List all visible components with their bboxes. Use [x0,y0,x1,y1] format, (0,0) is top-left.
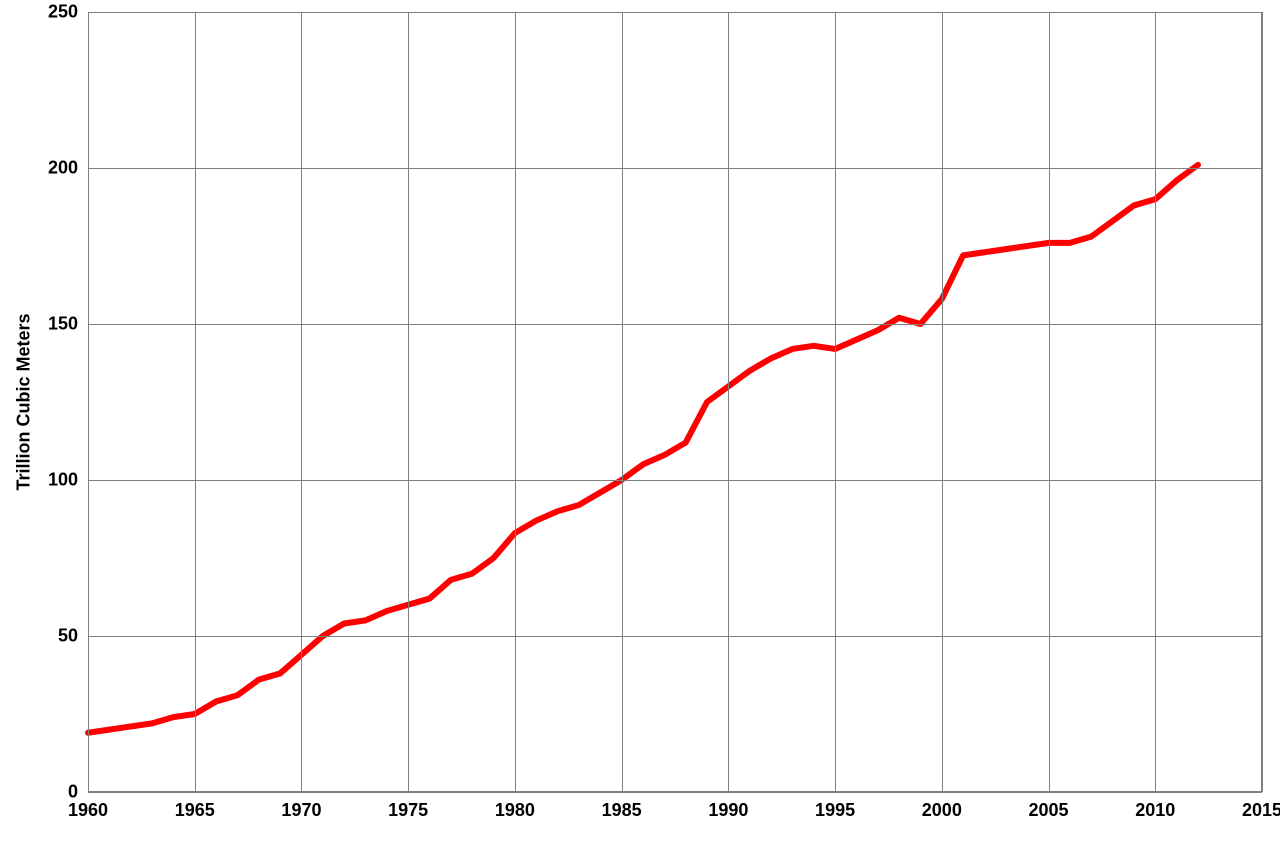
series-line [88,165,1198,733]
y-axis-title: Trillion Cubic Meters [14,313,35,490]
x-tick-label: 1990 [708,800,748,821]
x-tick-label: 2015 [1242,800,1280,821]
x-gridline [195,12,196,792]
plot-area [88,12,1262,792]
x-gridline [1262,12,1263,792]
x-tick-label: 2000 [922,800,962,821]
x-gridline [515,12,516,792]
x-gridline [728,12,729,792]
x-gridline [88,12,89,792]
y-gridline [88,12,1262,13]
y-tick-label: 100 [48,470,78,491]
x-gridline [835,12,836,792]
x-gridline [622,12,623,792]
x-gridline [942,12,943,792]
line-chart: Trillion Cubic Meters 1960 1965 1970 1975 19… [0,0,1280,845]
x-tick-label: 2005 [1029,800,1069,821]
x-gridline [1155,12,1156,792]
y-gridline [88,636,1262,637]
x-tick-label: 1970 [281,800,321,821]
y-tick-label: 200 [48,158,78,179]
x-gridline [1049,12,1050,792]
x-gridline [408,12,409,792]
x-tick-label: 2010 [1135,800,1175,821]
x-gridline [301,12,302,792]
y-gridline [88,168,1262,169]
x-tick-label: 1965 [175,800,215,821]
y-tick-label: 0 [68,782,78,803]
line-layer [88,12,1262,792]
x-tick-label: 1975 [388,800,428,821]
y-tick-label: 50 [58,626,78,647]
y-tick-label: 150 [48,314,78,335]
x-tick-label: 1980 [495,800,535,821]
x-tick-label: 1960 [68,800,108,821]
y-tick-label: 250 [48,2,78,23]
x-tick-label: 1995 [815,800,855,821]
y-gridline [88,324,1262,325]
x-tick-label: 1985 [602,800,642,821]
y-gridline [88,480,1262,481]
y-gridline [88,792,1262,793]
